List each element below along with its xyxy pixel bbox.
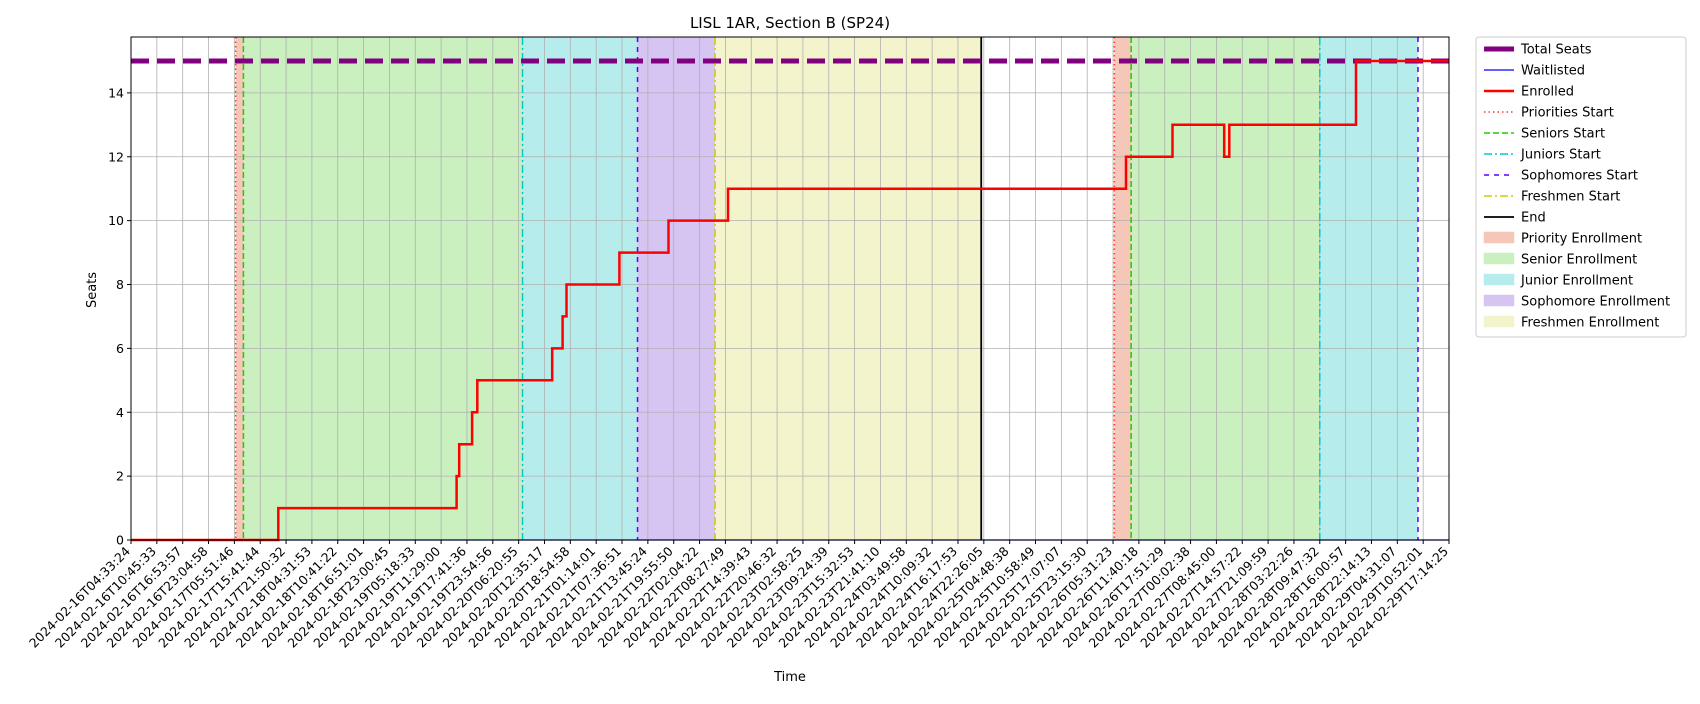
y-tick-label: 2 xyxy=(116,469,124,484)
y-tick-label: 14 xyxy=(108,85,124,100)
span-senior-enrollment xyxy=(243,37,523,540)
legend-label: Sophomores Start xyxy=(1521,169,1638,184)
span-junior-enrollment xyxy=(1319,37,1418,540)
legend-label: End xyxy=(1521,211,1546,226)
span-junior-enrollment xyxy=(522,37,638,540)
legend-label: Enrolled xyxy=(1521,85,1574,100)
legend: Total Seats Waitlisted Enrolled Priorities … xyxy=(1475,36,1687,338)
legend-swatch xyxy=(1483,315,1515,328)
legend-swatch xyxy=(1483,252,1515,265)
y-tick-label: 6 xyxy=(116,341,124,356)
legend-box xyxy=(1475,36,1687,338)
legend-label: Freshmen Start xyxy=(1521,190,1620,205)
plot-frame xyxy=(130,36,1450,541)
legend-label: Waitlisted xyxy=(1521,64,1585,79)
legend-label: Priority Enrollment xyxy=(1521,232,1642,247)
legend-label: Total Seats xyxy=(1520,43,1592,58)
y-tick-label: 0 xyxy=(116,533,124,548)
y-tick-label: 8 xyxy=(116,277,124,292)
legend-label: Seniors Start xyxy=(1521,127,1605,142)
y-axis-label: Seats xyxy=(85,272,100,308)
y-tick-label: 4 xyxy=(116,405,124,420)
axis-ticks: 024681012142024-02-16T04:33:242024-02-16… xyxy=(26,85,1451,650)
legend-label: Junior Enrollment xyxy=(1520,274,1633,289)
legend-swatch xyxy=(1483,294,1515,307)
legend-label: Freshmen Enrollment xyxy=(1521,316,1659,331)
legend-swatch xyxy=(1483,231,1515,244)
y-tick-label: 12 xyxy=(108,149,124,164)
span-senior-enrollment xyxy=(1131,37,1320,540)
legend-swatch xyxy=(1483,273,1515,286)
legend-label: Juniors Start xyxy=(1520,148,1601,163)
enrollment-period-spans xyxy=(235,37,1418,540)
x-axis-label: Time xyxy=(773,670,806,685)
legend-label: Priorities Start xyxy=(1521,106,1614,121)
span-priority-enrollment xyxy=(235,37,244,540)
enrolled-line xyxy=(131,59,1449,542)
period-start-lines xyxy=(234,37,1419,540)
chart-title: LISL 1AR, Section B (SP24) xyxy=(690,14,890,32)
span-sophomore-enrollment xyxy=(637,37,716,540)
legend-label: Sophomore Enrollment xyxy=(1521,295,1670,310)
y-tick-label: 10 xyxy=(108,213,124,228)
legend-label: Senior Enrollment xyxy=(1521,253,1637,268)
span-freshmen-enrollment xyxy=(715,37,982,540)
span-priority-enrollment xyxy=(1114,37,1132,540)
